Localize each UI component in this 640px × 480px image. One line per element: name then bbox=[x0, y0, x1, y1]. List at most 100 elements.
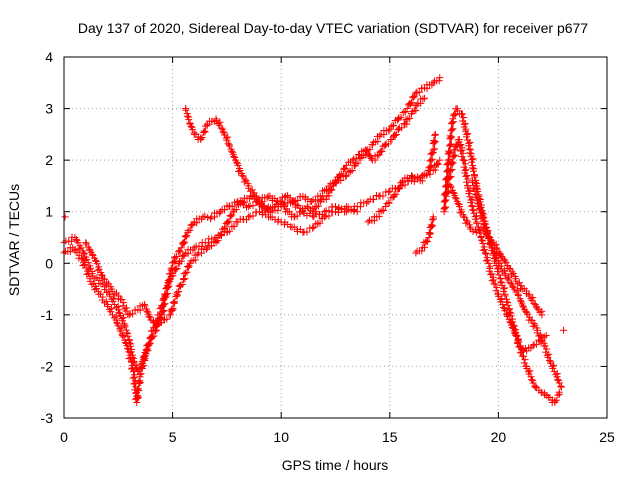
data-point bbox=[504, 301, 512, 309]
data-point bbox=[221, 206, 229, 214]
data-point bbox=[487, 238, 495, 246]
data-point bbox=[118, 296, 126, 304]
data-point bbox=[177, 244, 185, 252]
data-point bbox=[431, 145, 439, 153]
data-point bbox=[503, 274, 511, 282]
data-point bbox=[392, 130, 400, 138]
data-point bbox=[352, 155, 360, 163]
data-point bbox=[500, 256, 508, 264]
data-point bbox=[178, 252, 186, 260]
data-point bbox=[527, 295, 535, 303]
data-point bbox=[181, 238, 189, 246]
data-point bbox=[354, 159, 362, 167]
data-point bbox=[137, 370, 145, 378]
data-point bbox=[332, 178, 340, 186]
data-point bbox=[491, 248, 499, 256]
data-point bbox=[199, 213, 207, 221]
data-point bbox=[466, 138, 474, 146]
data-point bbox=[527, 373, 535, 381]
data-point bbox=[241, 175, 249, 183]
data-point bbox=[435, 77, 443, 85]
data-point bbox=[258, 203, 266, 211]
data-point bbox=[215, 121, 223, 129]
data-point bbox=[90, 279, 98, 287]
data-point bbox=[473, 220, 481, 228]
data-point bbox=[419, 95, 427, 103]
data-point bbox=[245, 184, 253, 192]
data-point bbox=[425, 229, 433, 237]
data-point bbox=[463, 178, 471, 186]
data-point bbox=[254, 198, 262, 206]
data-point bbox=[501, 257, 509, 265]
data-point bbox=[72, 236, 80, 244]
data-point bbox=[322, 195, 330, 203]
data-point bbox=[183, 268, 191, 276]
data-point bbox=[541, 342, 549, 350]
chart-title: Day 137 of 2020, Sidereal Day-to-day VTE… bbox=[78, 20, 588, 36]
data-point bbox=[502, 259, 510, 267]
data-point bbox=[398, 124, 406, 132]
data-point bbox=[214, 120, 222, 128]
data-point bbox=[147, 333, 155, 341]
data-point bbox=[249, 202, 257, 210]
data-point bbox=[177, 257, 185, 265]
data-point bbox=[169, 304, 177, 312]
data-point bbox=[187, 122, 195, 130]
data-point bbox=[412, 106, 420, 114]
data-point bbox=[448, 158, 456, 166]
data-point bbox=[451, 111, 459, 119]
data-point bbox=[140, 356, 148, 364]
data-point bbox=[503, 298, 511, 306]
data-point bbox=[510, 327, 518, 335]
data-point bbox=[362, 146, 370, 154]
data-point bbox=[512, 331, 520, 339]
data-point bbox=[465, 190, 473, 198]
data-point bbox=[470, 184, 478, 192]
data-point bbox=[429, 222, 437, 230]
x-axis-label: GPS time / hours bbox=[282, 457, 389, 473]
data-point bbox=[525, 292, 533, 300]
data-point bbox=[476, 229, 484, 237]
data-point bbox=[364, 150, 372, 158]
data-point bbox=[553, 373, 561, 381]
data-point bbox=[526, 367, 534, 375]
data-point bbox=[133, 386, 141, 394]
data-point bbox=[557, 382, 565, 390]
data-point bbox=[337, 177, 345, 185]
data-point bbox=[552, 396, 560, 404]
data-point bbox=[338, 170, 346, 178]
x-tick-label: 5 bbox=[169, 429, 177, 445]
data-point bbox=[504, 312, 512, 320]
data-point bbox=[421, 94, 429, 102]
data-point bbox=[93, 260, 101, 268]
data-point bbox=[290, 213, 298, 221]
data-point bbox=[169, 270, 177, 278]
data-point bbox=[529, 342, 537, 350]
data-point bbox=[138, 363, 146, 371]
data-point bbox=[507, 312, 515, 320]
data-point bbox=[233, 158, 241, 166]
data-point bbox=[532, 303, 540, 311]
data-point bbox=[118, 317, 126, 325]
data-point bbox=[212, 237, 220, 245]
data-point bbox=[324, 187, 332, 195]
data-point bbox=[394, 125, 402, 133]
data-point bbox=[348, 167, 356, 175]
data-point bbox=[458, 153, 466, 161]
data-point bbox=[228, 202, 236, 210]
data-point bbox=[227, 212, 235, 220]
data-point bbox=[202, 245, 210, 253]
data-point bbox=[480, 219, 488, 227]
data-point bbox=[389, 132, 397, 140]
data-point bbox=[172, 266, 180, 274]
data-point bbox=[477, 208, 485, 216]
data-point bbox=[228, 147, 236, 155]
data-point bbox=[223, 136, 231, 144]
data-point bbox=[528, 376, 536, 384]
data-point bbox=[479, 240, 487, 248]
data-point bbox=[119, 333, 127, 341]
data-point bbox=[117, 324, 125, 332]
plot-frame bbox=[63, 56, 608, 419]
data-point bbox=[111, 300, 119, 308]
data-point bbox=[116, 327, 124, 335]
